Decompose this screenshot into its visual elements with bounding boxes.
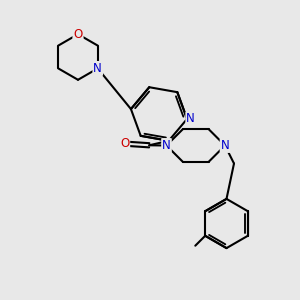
Text: O: O (120, 137, 129, 150)
Text: N: N (162, 139, 171, 152)
Text: O: O (74, 28, 82, 41)
Text: N: N (220, 139, 230, 152)
Text: N: N (93, 62, 102, 75)
Text: N: N (186, 112, 195, 125)
